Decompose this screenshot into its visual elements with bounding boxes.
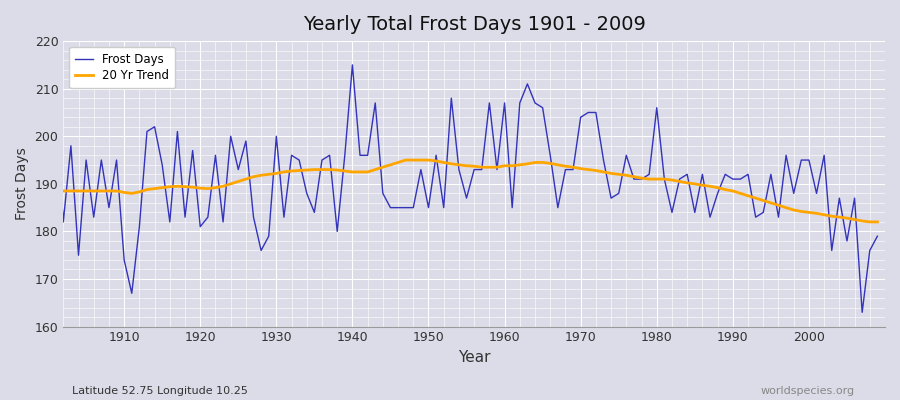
Frost Days xyxy=(278,215,289,220)
Text: Latitude 52.75 Longitude 10.25: Latitude 52.75 Longitude 10.25 xyxy=(72,386,248,396)
Line: 20 Yr Trend: 20 Yr Trend xyxy=(56,160,878,222)
Frost Days xyxy=(50,115,61,120)
Title: Yearly Total Frost Days 1901 - 2009: Yearly Total Frost Days 1901 - 2009 xyxy=(302,15,645,34)
Frost Days xyxy=(500,100,510,105)
Frost Days xyxy=(872,234,883,238)
Frost Days xyxy=(347,62,358,67)
Frost Days xyxy=(857,310,868,315)
Frost Days xyxy=(112,158,122,162)
Y-axis label: Frost Days: Frost Days xyxy=(15,148,29,220)
Legend: Frost Days, 20 Yr Trend: Frost Days, 20 Yr Trend xyxy=(69,47,176,88)
20 Yr Trend xyxy=(112,188,122,193)
20 Yr Trend xyxy=(400,158,411,162)
Text: worldspecies.org: worldspecies.org xyxy=(760,386,855,396)
Frost Days xyxy=(507,205,517,210)
20 Yr Trend xyxy=(278,170,289,174)
Frost Days xyxy=(598,158,609,162)
20 Yr Trend xyxy=(507,163,517,168)
X-axis label: Year: Year xyxy=(458,350,491,365)
Frost Days xyxy=(324,153,335,158)
Line: Frost Days: Frost Days xyxy=(56,65,878,312)
20 Yr Trend xyxy=(872,220,883,224)
20 Yr Trend xyxy=(50,188,61,193)
20 Yr Trend xyxy=(598,170,609,174)
20 Yr Trend xyxy=(864,220,875,224)
20 Yr Trend xyxy=(500,163,510,168)
20 Yr Trend xyxy=(324,167,335,172)
